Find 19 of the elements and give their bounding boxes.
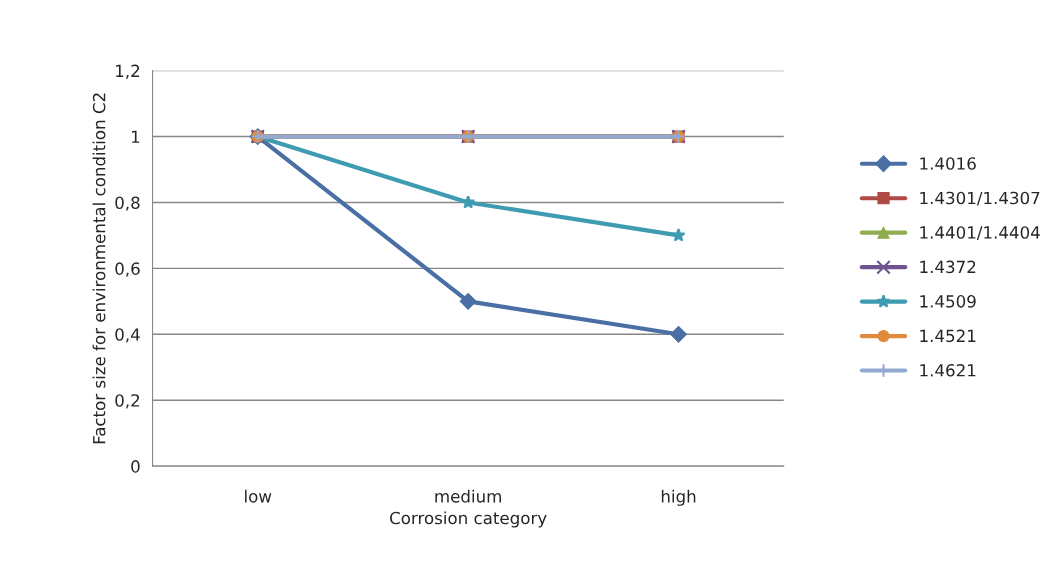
y-tick-label: 0 (131, 460, 140, 473)
legend-label: 1.4401/1.4404 (920, 226, 1040, 241)
y-tick-label: 0,6 (115, 262, 140, 277)
x-tick-label: high (661, 489, 696, 506)
y-axis-title: Factor size for environmental condition C2 (92, 93, 106, 444)
legend-label: 1.4372 (920, 260, 976, 274)
legend-label: 1.4509 (920, 295, 976, 308)
y-tick-label: 1 (131, 130, 140, 143)
x-tick-label: low (245, 489, 272, 503)
legend-label: 1.4521 (920, 329, 976, 343)
y-tick-label: 1,2 (116, 64, 140, 79)
x-tick-label: medium (435, 489, 501, 503)
y-tick-label: 0,2 (115, 394, 140, 409)
y-tick-label: 0,8 (115, 196, 140, 211)
legend-label: 1.4621 (920, 363, 976, 377)
legend-label: 1.4016 (920, 157, 976, 170)
x-axis-title: Corrosion category (390, 511, 547, 528)
legend-label: 1.4301/1.4307 (920, 191, 1040, 206)
y-tick-label: 0,4 (115, 328, 140, 343)
